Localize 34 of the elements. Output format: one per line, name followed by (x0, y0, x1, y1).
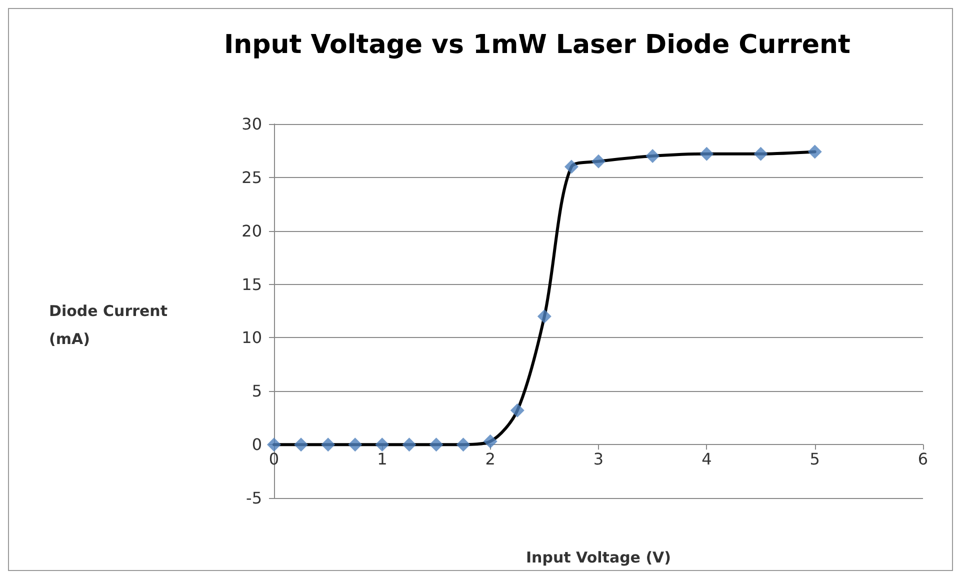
y-tick-label: 5 (252, 382, 262, 401)
y-tick-label: -5 (246, 488, 262, 508)
point (564, 160, 578, 174)
y-tick-label: 25 (242, 168, 262, 187)
x-tick-label: 5 (810, 450, 820, 469)
x-axis-title: Input Voltage (V) (526, 548, 672, 566)
chart-title: Input Voltage vs 1mW Laser Diode Current (224, 30, 850, 60)
y-axis-title: Diode Current (mA) (49, 302, 173, 348)
point (592, 154, 606, 168)
point (537, 309, 552, 324)
point (456, 438, 470, 452)
x-tick-label: 4 (702, 450, 712, 469)
y-tick-label: 20 (242, 221, 262, 240)
point (321, 438, 336, 452)
y-tick-label: 10 (242, 328, 262, 348)
point (402, 438, 416, 452)
x-tick-label: 2 (485, 450, 496, 469)
y-tick-label: 0 (252, 435, 262, 454)
point (348, 438, 362, 452)
point (646, 149, 660, 164)
point (483, 434, 498, 448)
point (375, 438, 390, 452)
x-tick-label: 3 (593, 450, 604, 469)
y-tick-label: 15 (242, 274, 262, 294)
point (294, 438, 308, 452)
x-tick-label: 1 (377, 450, 388, 469)
y-tick-label: 30 (242, 114, 262, 134)
point (754, 146, 768, 161)
point (510, 403, 524, 418)
point (267, 438, 281, 452)
point (700, 146, 714, 161)
point (429, 438, 444, 452)
point (808, 144, 822, 159)
x-tick-label: 6 (918, 450, 928, 469)
